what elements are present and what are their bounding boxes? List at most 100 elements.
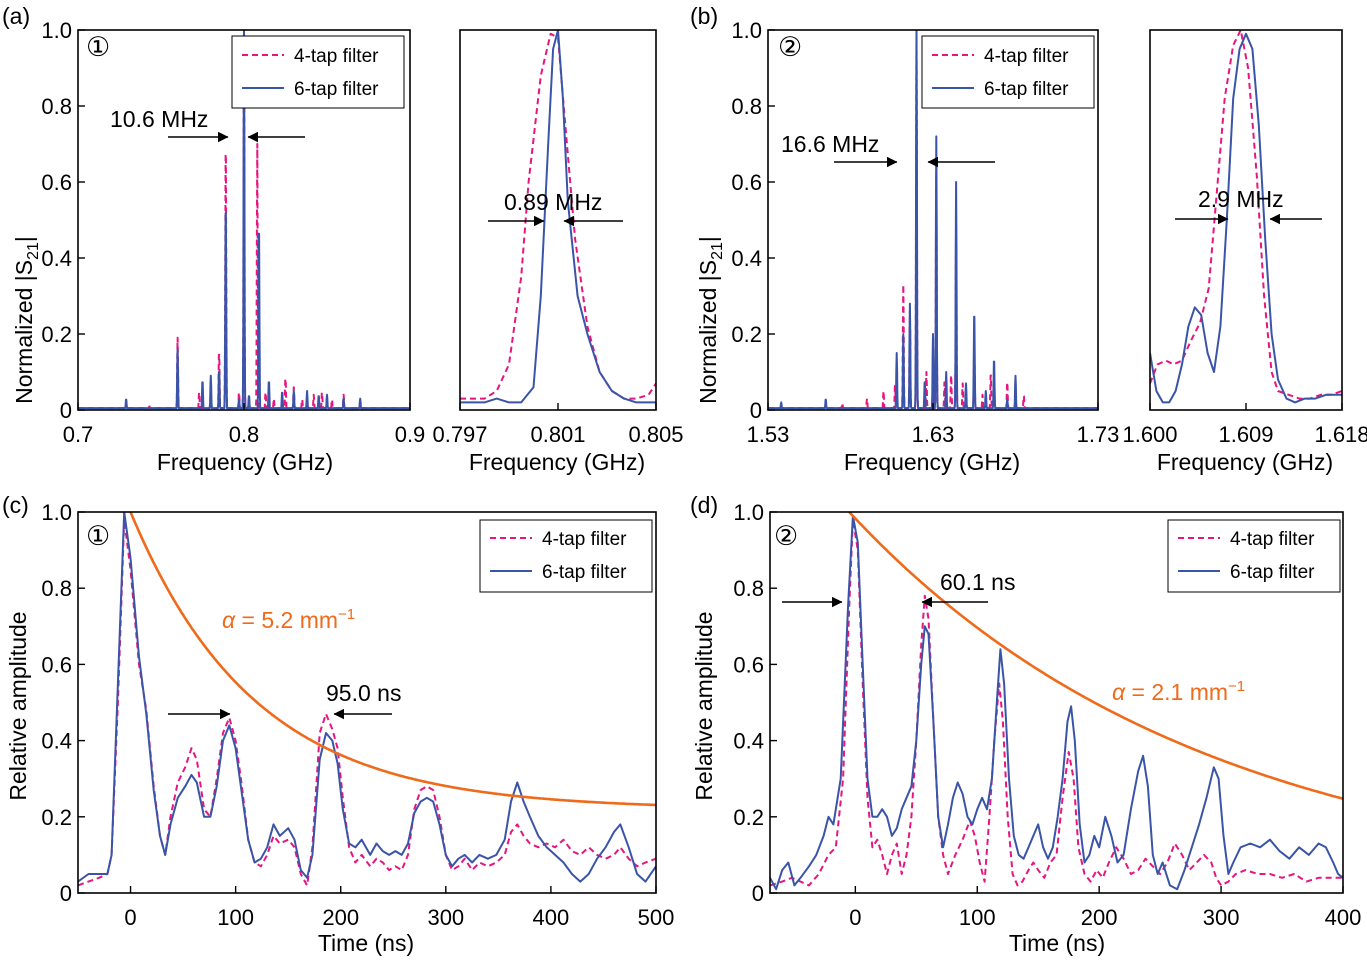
xlabel-a-zoom: Frequency (GHz)	[469, 449, 645, 475]
plot-d: 0 100 200 300 400 0 0.2 0.4 0.6 0.8 1.0	[733, 500, 1361, 930]
xlabel-c: Time (ns)	[318, 930, 414, 956]
x-tick-label: 1.618	[1314, 422, 1367, 447]
xlabel-d: Time (ns)	[1009, 930, 1105, 956]
legend-label-4tap: 4-tap filter	[294, 46, 379, 67]
x-tick-label: 0	[849, 905, 861, 930]
plot-frame	[77, 511, 657, 894]
plot-frame	[459, 29, 657, 411]
x-tick-label: 200	[1081, 905, 1118, 930]
panel-label-a: (a)	[2, 3, 30, 29]
marker-two-b: ②	[778, 32, 802, 62]
plot-c: 0 100 200 300 400 500 0 0.2 0.4 0.6 0.8 1.0	[41, 500, 674, 930]
ylabel-d: Relative amplitude	[691, 611, 717, 800]
y-tick-label: 0.2	[41, 322, 72, 347]
ylabel-c: Relative amplitude	[5, 611, 31, 800]
plot-a-main: 0.7 0.8 0.9 0 0.2 0.4 0.6 0.8 1.0	[41, 18, 425, 447]
panel-label-c: (c)	[2, 492, 29, 518]
x-tick-label: 0	[124, 905, 136, 930]
x-tick-label: 0.805	[628, 422, 683, 447]
marker-two-d: ②	[774, 521, 798, 551]
y-tick-label: 1.0	[41, 18, 72, 43]
legend-label-4tap: 4-tap filter	[984, 46, 1069, 67]
legend-label-6tap: 6-tap filter	[294, 79, 379, 100]
x-tick-label: 1.600	[1122, 422, 1177, 447]
y-tick-label: 0	[750, 398, 762, 423]
x-tick-label: 500	[638, 905, 675, 930]
series-4tap-line	[460, 32, 656, 400]
alpha-label-c: α = 5.2 mm−1	[222, 606, 355, 633]
x-tick-label: 400	[1325, 905, 1362, 930]
y-tick-label: 0.4	[731, 246, 762, 271]
legend-d: 4-tap filter 6-tap filter	[1167, 519, 1341, 593]
y-tick-label: 0.8	[41, 576, 72, 601]
annotation-text: 2.9 MHz	[1198, 186, 1284, 212]
y-tick-label: 0.8	[731, 94, 762, 119]
x-tick-label: 100	[959, 905, 996, 930]
legend-label-4tap: 4-tap filter	[1230, 529, 1315, 550]
y-tick-label: 0.2	[731, 322, 762, 347]
x-tick-label: 1.609	[1218, 422, 1273, 447]
series-4tap-line	[770, 518, 1343, 887]
y-tick-label: 1.0	[733, 500, 764, 525]
annotation-b-zoom: 2.9 MHz	[1175, 186, 1322, 225]
plot-a-zoom: 0.797 0.801 0.805	[432, 29, 684, 447]
y-tick-label: 0.6	[41, 652, 72, 677]
legend-b: 4-tap filter 6-tap filter	[921, 35, 1095, 109]
y-tick-label: 0.8	[733, 576, 764, 601]
x-tick-label: 0.801	[530, 422, 585, 447]
y-tick-label: 0	[752, 881, 764, 906]
y-tick-label: 1.0	[731, 18, 762, 43]
y-tick-label: 0.2	[733, 805, 764, 830]
plot-b-zoom: 1.600 1.609 1.618	[1122, 29, 1367, 447]
legend-a: 4-tap filter 6-tap filter	[231, 35, 405, 109]
annotation-text: 10.6 MHz	[110, 106, 208, 132]
ylabel-b: Normalized |S21|	[695, 236, 726, 404]
y-tick-label: 1.0	[41, 500, 72, 525]
panel-label-b: (b)	[690, 3, 718, 29]
series-6tap-line	[770, 514, 1343, 891]
series-6tap-line	[78, 30, 410, 410]
y-tick-label: 0.4	[41, 246, 72, 271]
y-tick-label: 0.6	[733, 652, 764, 677]
legend-label-6tap: 6-tap filter	[984, 79, 1069, 100]
alpha-label-d: α = 2.1 mm−1	[1112, 678, 1245, 705]
x-tick-label: 300	[427, 905, 464, 930]
annotation-text: 16.6 MHz	[781, 131, 879, 157]
y-tick-label: 0.6	[41, 170, 72, 195]
legend-label-6tap: 6-tap filter	[542, 562, 627, 583]
x-tick-label: 400	[533, 905, 570, 930]
y-tick-label: 0	[60, 881, 72, 906]
series-6tap-line	[768, 30, 1098, 410]
annotation-d: 60.1 ns	[782, 569, 1015, 608]
annotation-b-main: 16.6 MHz	[781, 131, 995, 168]
annotation-a-main: 10.6 MHz	[110, 106, 305, 143]
x-tick-label: 1.73	[1077, 422, 1120, 447]
x-tick-label: 0.797	[432, 422, 487, 447]
plot-frame	[769, 511, 1344, 894]
legend-label-6tap: 6-tap filter	[1230, 562, 1315, 583]
y-tick-label: 0.6	[731, 170, 762, 195]
fit-curve	[848, 512, 1343, 800]
series-6tap-line	[1150, 32, 1342, 404]
xlabel-a-main: Frequency (GHz)	[157, 449, 333, 475]
y-tick-label: 0	[60, 398, 72, 423]
series-6tap-line	[460, 30, 656, 404]
x-tick-label: 300	[1203, 905, 1240, 930]
annotation-text: 0.89 MHz	[504, 189, 602, 215]
x-tick-label: 0.8	[229, 422, 260, 447]
panel-label-d: (d)	[690, 492, 718, 518]
y-tick-label: 0.8	[41, 94, 72, 119]
annotation-c: 95.0 ns	[168, 680, 401, 720]
legend-c: 4-tap filter 6-tap filter	[479, 519, 653, 593]
marker-one-c: ①	[86, 521, 110, 551]
x-tick-label: 200	[322, 905, 359, 930]
y-tick-label: 0.2	[41, 805, 72, 830]
plot-frame	[1149, 29, 1343, 411]
annotation-text: 95.0 ns	[326, 680, 401, 706]
x-tick-label: 1.53	[747, 422, 790, 447]
series-6tap-line	[78, 512, 656, 883]
xlabel-b-main: Frequency (GHz)	[844, 449, 1020, 475]
annotation-a-zoom: 0.89 MHz	[488, 189, 623, 227]
x-tick-label: 0.9	[395, 422, 426, 447]
